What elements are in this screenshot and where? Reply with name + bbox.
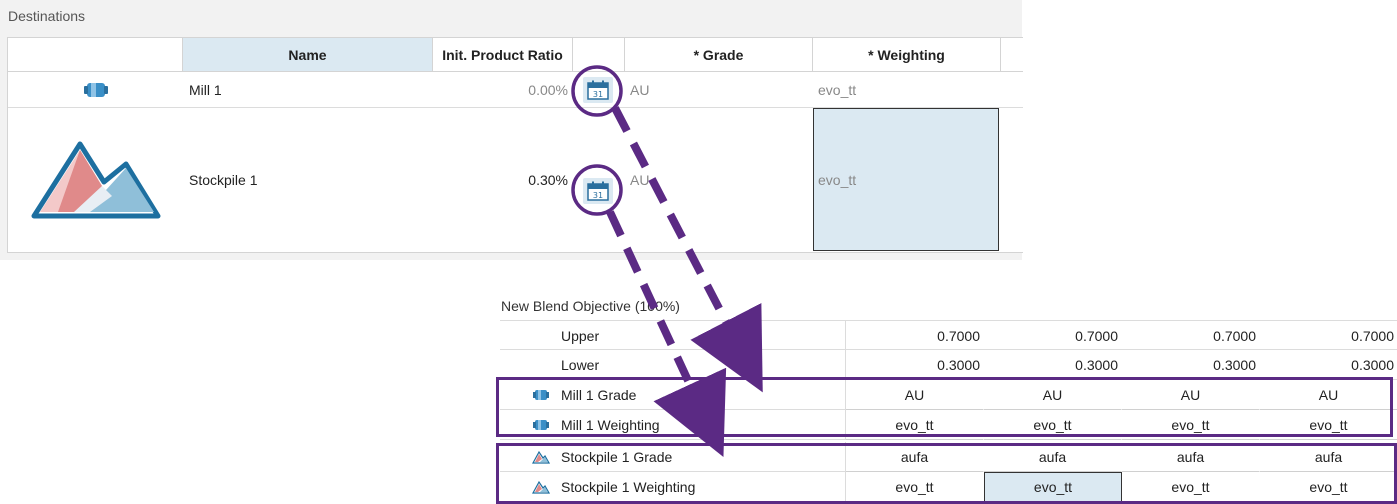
mill-icon bbox=[533, 420, 549, 430]
destinations-table: Name Init. Product Ratio * Grade * Weigh… bbox=[7, 37, 1023, 253]
selected-weighting-cell[interactable]: evo_tt bbox=[813, 108, 999, 251]
stockpile-icon bbox=[8, 108, 183, 252]
calendar-button[interactable]: 31 bbox=[583, 77, 613, 103]
value-cell[interactable]: 0.3000 bbox=[937, 357, 980, 373]
header-name[interactable]: Name bbox=[183, 38, 433, 72]
stockpile-icon bbox=[532, 480, 550, 494]
row-grade[interactable]: AU bbox=[630, 172, 650, 188]
calendar-button[interactable]: 31 bbox=[583, 178, 613, 204]
row-name: Stockpile 1 bbox=[189, 172, 258, 188]
table-row[interactable]: Lower 0.3000 0.3000 0.3000 0.3000 bbox=[500, 350, 1397, 380]
table-row[interactable]: Mill 1 Grade AU AU AU AU bbox=[500, 380, 1397, 410]
value-cell[interactable]: aufa bbox=[1122, 442, 1260, 472]
destinations-panel: Destinations Name Init. Product Ratio * … bbox=[0, 0, 1023, 260]
value-cell[interactable]: 0.3000 bbox=[1351, 357, 1394, 373]
blend-objective-title: New Blend Objective (100%) bbox=[501, 298, 680, 314]
svg-text:31: 31 bbox=[593, 90, 603, 99]
row-name: Mill 1 bbox=[189, 81, 222, 98]
value-cell[interactable]: 0.7000 bbox=[1351, 328, 1394, 344]
value-cell[interactable]: 0.3000 bbox=[1075, 357, 1118, 373]
row-grade[interactable]: AU bbox=[630, 81, 650, 98]
value-cell[interactable]: 0.7000 bbox=[937, 328, 980, 344]
mill-icon bbox=[533, 390, 549, 400]
header-calendar-column[interactable] bbox=[573, 38, 625, 72]
row-ratio[interactable]: 0.30% bbox=[528, 172, 568, 188]
value-cell[interactable]: AU bbox=[984, 380, 1122, 410]
value-cell[interactable]: aufa bbox=[846, 442, 984, 472]
row-weighting[interactable]: evo_tt bbox=[818, 81, 857, 98]
row-weighting: evo_tt bbox=[818, 171, 857, 188]
calendar-icon: 31 bbox=[587, 181, 609, 201]
calendar-icon: 31 bbox=[587, 80, 609, 100]
header-weighting[interactable]: * Weighting bbox=[813, 38, 1001, 72]
row-ratio[interactable]: 0.00% bbox=[528, 81, 568, 98]
header-init-product-ratio[interactable]: Init. Product Ratio bbox=[433, 38, 573, 72]
value-cell[interactable]: AU bbox=[1260, 380, 1397, 410]
mill-rows-highlight-box bbox=[496, 377, 1393, 437]
row-label: Upper bbox=[500, 321, 846, 351]
table-row[interactable]: Mill 1 0.00% 31 AU evo_tt bbox=[8, 72, 1023, 108]
table-row[interactable]: Upper 0.7000 0.7000 0.7000 0.7000 bbox=[500, 320, 1397, 351]
row-label: Lower bbox=[500, 350, 846, 380]
value-cell[interactable]: aufa bbox=[984, 442, 1122, 472]
stockpile-icon bbox=[532, 450, 550, 464]
header-icon-column[interactable] bbox=[8, 38, 183, 72]
row-label: Stockpile 1 Grade bbox=[500, 442, 846, 472]
row-label: Stockpile 1 Weighting bbox=[500, 472, 846, 502]
value-cell[interactable]: 0.7000 bbox=[1075, 328, 1118, 344]
value-cell[interactable]: aufa bbox=[1260, 442, 1397, 472]
value-cell[interactable]: 0.7000 bbox=[1213, 328, 1256, 344]
stockpile-rows-highlight-box bbox=[496, 443, 1397, 504]
value-cell[interactable]: AU bbox=[1122, 380, 1260, 410]
selected-value-cell[interactable]: evo_tt bbox=[984, 472, 1122, 502]
header-grade[interactable]: * Grade bbox=[625, 38, 813, 72]
value-cell[interactable]: AU bbox=[846, 380, 984, 410]
value-cell[interactable]: evo_tt bbox=[846, 472, 984, 502]
value-cell[interactable]: 0.3000 bbox=[1213, 357, 1256, 373]
mill-icon bbox=[8, 72, 183, 107]
table-row[interactable]: Stockpile 1 Grade aufa aufa aufa aufa bbox=[500, 442, 1397, 472]
svg-text:31: 31 bbox=[593, 191, 603, 200]
destinations-title: Destinations bbox=[8, 8, 86, 24]
header-extra bbox=[1001, 38, 1023, 72]
